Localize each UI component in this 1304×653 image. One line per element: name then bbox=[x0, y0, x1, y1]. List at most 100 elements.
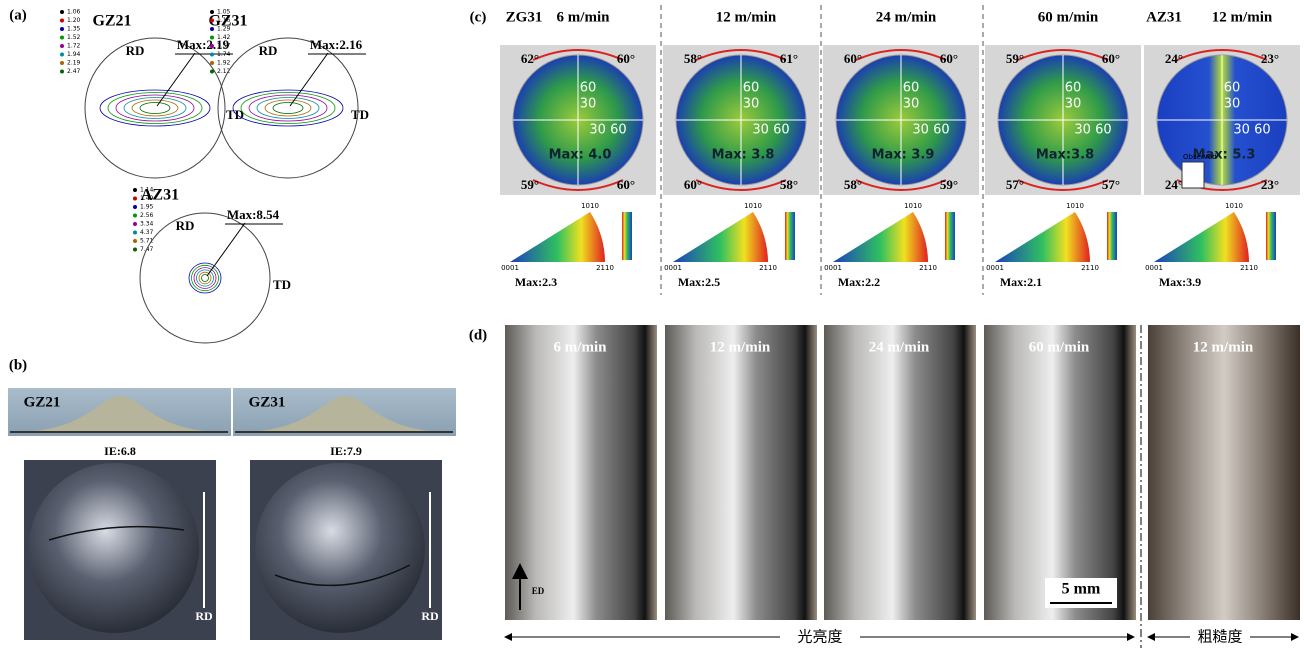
legend-level: 2.56 bbox=[140, 212, 154, 219]
legend-dot bbox=[210, 36, 214, 40]
legend-dot bbox=[133, 197, 137, 201]
pole-tick: 30 60 bbox=[1233, 123, 1270, 138]
panel-label: (d) bbox=[469, 327, 487, 343]
legend-dot bbox=[60, 70, 64, 74]
contour bbox=[140, 103, 170, 114]
legend-dot bbox=[60, 61, 64, 65]
legend-level: 1.94 bbox=[67, 51, 81, 58]
rd-label: RD bbox=[259, 43, 278, 58]
observed-box bbox=[1182, 162, 1204, 188]
legend-level: 1.35 bbox=[67, 26, 81, 33]
pole-tick: 60 bbox=[903, 81, 920, 96]
contour bbox=[116, 95, 194, 121]
speed-label: 6 m/min bbox=[554, 339, 608, 355]
legend-level: 1.20 bbox=[67, 17, 81, 24]
pf-max: Max: 4.0 bbox=[549, 148, 612, 163]
ipf-max: Max:2.5 bbox=[678, 275, 720, 289]
contour bbox=[192, 265, 219, 290]
legend-level: 1.72 bbox=[67, 43, 81, 50]
ipf-corner: 2110 bbox=[1081, 264, 1099, 272]
legend-dot bbox=[210, 61, 214, 65]
angle-label: 60° bbox=[940, 51, 958, 66]
sample-name: GZ21 bbox=[24, 394, 61, 410]
ipf-max: Max:3.9 bbox=[1159, 275, 1201, 289]
speed-label: 24 m/min bbox=[876, 9, 937, 25]
ie-label: IE:6.8 bbox=[104, 444, 136, 458]
pole-tick: 30 bbox=[1224, 97, 1241, 112]
legend-level: 1.52 bbox=[67, 34, 81, 41]
speed-label: 12 m/min bbox=[1193, 339, 1254, 355]
legend-level: 2.19 bbox=[67, 60, 81, 67]
legend-level: 1.14 bbox=[140, 187, 154, 194]
legend-dot bbox=[60, 44, 64, 48]
surface-photo bbox=[665, 325, 817, 620]
legend-level: 1.57 bbox=[217, 43, 231, 50]
pole-tick: 30 bbox=[1065, 97, 1082, 112]
legend-dot bbox=[60, 27, 64, 31]
ipf-corner: 2110 bbox=[1240, 264, 1258, 272]
angle-label: 60° bbox=[684, 177, 702, 192]
pole-tick: 30 60 bbox=[589, 123, 626, 138]
observed: Observed bbox=[1183, 153, 1217, 161]
ipf-sector bbox=[833, 212, 928, 262]
angle-label: 24° bbox=[1165, 51, 1183, 66]
surface-photo bbox=[984, 325, 1136, 620]
legend-dot bbox=[133, 231, 137, 235]
surface-photo bbox=[505, 325, 657, 620]
angle-label: 59° bbox=[1006, 51, 1024, 66]
legend-dot bbox=[210, 19, 214, 23]
sample-name: GZ31 bbox=[249, 394, 286, 410]
legend-level: 1.16 bbox=[217, 17, 231, 24]
pole-figure bbox=[85, 38, 225, 178]
legend-dot bbox=[133, 214, 137, 218]
legend-dot bbox=[133, 222, 137, 226]
ipf-corner: 1010 bbox=[904, 202, 922, 210]
pole-figure-title: GZ21 bbox=[92, 13, 131, 30]
legend-dot bbox=[133, 205, 137, 209]
legend-level: 1.42 bbox=[217, 34, 231, 41]
ipf-corner: 2110 bbox=[596, 264, 614, 272]
angle-label: 60° bbox=[1102, 51, 1120, 66]
contour bbox=[249, 95, 327, 121]
rd-label: RD bbox=[421, 609, 439, 623]
pole-tick: 30 bbox=[743, 97, 760, 112]
ipf-corner: 2110 bbox=[759, 264, 777, 272]
ipf-corner: 2110 bbox=[919, 264, 937, 272]
pole-tick: 60 bbox=[1224, 81, 1241, 96]
pole-figure bbox=[140, 213, 270, 343]
angle-label: 58° bbox=[780, 177, 798, 192]
legend-dot bbox=[210, 27, 214, 31]
angle-label: 57° bbox=[1102, 177, 1120, 192]
angle-label: 60° bbox=[844, 51, 862, 66]
max-pointer bbox=[290, 53, 328, 106]
legend-dot bbox=[133, 188, 137, 192]
contour bbox=[257, 98, 319, 119]
ipf-corner: 1010 bbox=[744, 202, 762, 210]
ipf-corner: 1010 bbox=[581, 202, 599, 210]
legend-dot bbox=[60, 19, 64, 23]
pole-tick: 30 bbox=[903, 97, 920, 112]
angle-label: 24° bbox=[1165, 177, 1183, 192]
max-pointer bbox=[157, 53, 195, 106]
pf-max: Max: 3.8 bbox=[712, 148, 775, 163]
legend-dot bbox=[60, 36, 64, 40]
contour bbox=[124, 98, 186, 119]
legend-dot bbox=[60, 53, 64, 57]
legend-dot bbox=[210, 53, 214, 57]
pole-tick: 60 bbox=[580, 81, 597, 96]
surface-photo bbox=[824, 325, 976, 620]
ipf-scale bbox=[785, 212, 795, 260]
panel-label: (c) bbox=[470, 9, 487, 25]
angle-label: 23° bbox=[1261, 51, 1279, 66]
ed-label: ED bbox=[532, 586, 545, 596]
angle-label: 61° bbox=[780, 51, 798, 66]
legend-level: 4.37 bbox=[140, 229, 154, 236]
legend-dot bbox=[133, 239, 137, 243]
legend-level: 1.29 bbox=[217, 26, 231, 33]
ipf-sector bbox=[1154, 212, 1249, 262]
ipf-scale bbox=[622, 212, 632, 260]
ipf-corner: 0001 bbox=[1145, 264, 1163, 272]
legend-level: 1.92 bbox=[217, 60, 231, 67]
legend-level: 1.74 bbox=[217, 51, 231, 58]
legend-level: 1.05 bbox=[217, 9, 231, 16]
